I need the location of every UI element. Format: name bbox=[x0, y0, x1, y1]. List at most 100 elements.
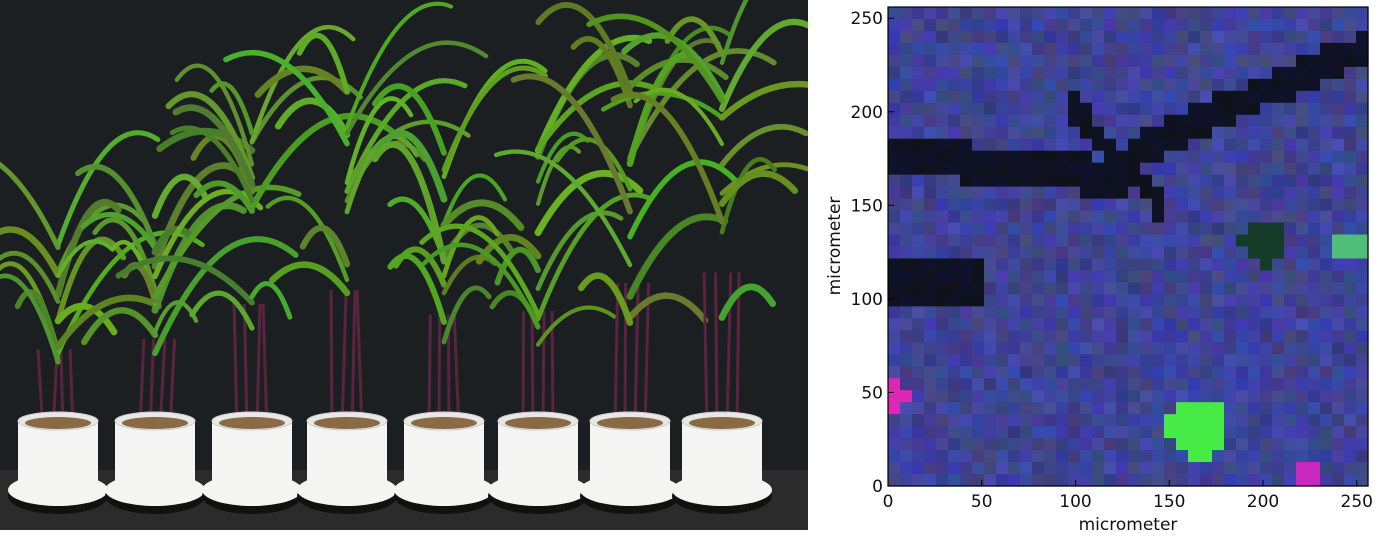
soil bbox=[597, 417, 663, 429]
y-tick-label: 100 bbox=[851, 290, 883, 310]
leaf bbox=[223, 49, 350, 147]
pot bbox=[307, 420, 387, 486]
leaf bbox=[169, 125, 255, 203]
pots bbox=[8, 411, 772, 514]
leaf bbox=[718, 283, 777, 321]
leaf bbox=[376, 129, 448, 203]
leaf bbox=[344, 96, 414, 185]
soil bbox=[689, 417, 755, 429]
leaf bbox=[627, 159, 738, 240]
leaf bbox=[265, 195, 350, 283]
x-tick-label: 50 bbox=[971, 492, 993, 512]
y-tick-label: 0 bbox=[872, 477, 883, 497]
stem bbox=[355, 289, 364, 431]
pot bbox=[498, 420, 578, 486]
y-axis-label: micrometer bbox=[825, 197, 845, 296]
stem bbox=[329, 289, 334, 431]
leaf bbox=[719, 0, 749, 65]
leaf bbox=[152, 184, 302, 300]
stem bbox=[437, 314, 442, 431]
leaf bbox=[344, 40, 489, 136]
stem bbox=[255, 303, 262, 431]
x-tick-label: 200 bbox=[1247, 492, 1279, 512]
leaf bbox=[441, 285, 492, 345]
leaf bbox=[535, 192, 654, 322]
leaf bbox=[440, 199, 525, 231]
soil bbox=[505, 417, 571, 429]
leaf bbox=[193, 180, 255, 214]
leaf bbox=[718, 18, 808, 113]
leaf bbox=[92, 217, 158, 293]
stem bbox=[735, 272, 741, 431]
leaf bbox=[80, 211, 158, 251]
leaf bbox=[81, 307, 159, 346]
leaf bbox=[172, 104, 256, 188]
pot bbox=[404, 420, 484, 486]
leaf bbox=[441, 173, 508, 226]
stem bbox=[541, 310, 546, 431]
soil bbox=[411, 417, 477, 429]
leaf bbox=[535, 144, 582, 206]
stem bbox=[242, 303, 249, 431]
pot bbox=[590, 420, 670, 486]
stem bbox=[350, 289, 357, 431]
micrograph-image bbox=[888, 7, 1369, 487]
leaf bbox=[165, 91, 256, 181]
y-tick-label: 50 bbox=[861, 383, 883, 403]
leaf bbox=[534, 34, 653, 154]
leaf bbox=[535, 131, 590, 184]
soil bbox=[219, 417, 285, 429]
stem bbox=[550, 310, 555, 431]
pot bbox=[18, 420, 98, 486]
plants bbox=[0, 0, 808, 431]
leaf bbox=[0, 161, 61, 250]
leaf bbox=[0, 273, 61, 365]
maize-plants-photo bbox=[0, 0, 808, 530]
leaf bbox=[54, 302, 118, 336]
leaf bbox=[249, 24, 356, 144]
leaf bbox=[570, 36, 633, 109]
leaf bbox=[299, 224, 351, 268]
leaf bbox=[254, 65, 351, 99]
y-tick-label: 250 bbox=[851, 9, 883, 29]
leaf bbox=[626, 292, 709, 324]
stem bbox=[340, 289, 348, 431]
leaf bbox=[151, 225, 196, 256]
micrograph-plot: 0 50 100 150 200 250 0 50 100 150 200 250 micromet… bbox=[825, 6, 1373, 535]
leaf bbox=[115, 255, 255, 306]
leaf bbox=[371, 83, 447, 156]
leaf bbox=[152, 236, 299, 357]
leaf bbox=[344, 119, 471, 185]
leaf bbox=[493, 149, 633, 268]
leaf bbox=[441, 215, 500, 279]
stem bbox=[261, 303, 269, 431]
leaf bbox=[664, 16, 725, 57]
soil bbox=[122, 417, 188, 429]
stem bbox=[643, 282, 651, 431]
x-tick-label: 100 bbox=[1059, 492, 1091, 512]
leaf bbox=[719, 124, 808, 168]
leaf bbox=[718, 80, 808, 121]
stem bbox=[714, 272, 719, 431]
stem bbox=[452, 314, 461, 431]
leaf bbox=[55, 239, 115, 278]
x-tick-label: 150 bbox=[1153, 492, 1185, 512]
leaf bbox=[371, 141, 448, 265]
leaf bbox=[535, 80, 667, 152]
leaf bbox=[600, 90, 725, 120]
stem bbox=[702, 272, 709, 431]
leaf bbox=[494, 246, 541, 286]
leaf bbox=[296, 32, 350, 95]
y-tick-label: 200 bbox=[851, 103, 883, 123]
leaf bbox=[344, 1, 454, 130]
leaf bbox=[174, 63, 255, 167]
x-tick-label: 0 bbox=[883, 492, 894, 512]
stem bbox=[530, 310, 535, 431]
leaf bbox=[0, 226, 62, 278]
leaf bbox=[441, 65, 548, 173]
leaf bbox=[555, 137, 633, 192]
leaf bbox=[387, 253, 447, 325]
leaf bbox=[209, 81, 255, 136]
y-tick-label: 150 bbox=[851, 196, 883, 216]
leaf bbox=[719, 157, 777, 235]
